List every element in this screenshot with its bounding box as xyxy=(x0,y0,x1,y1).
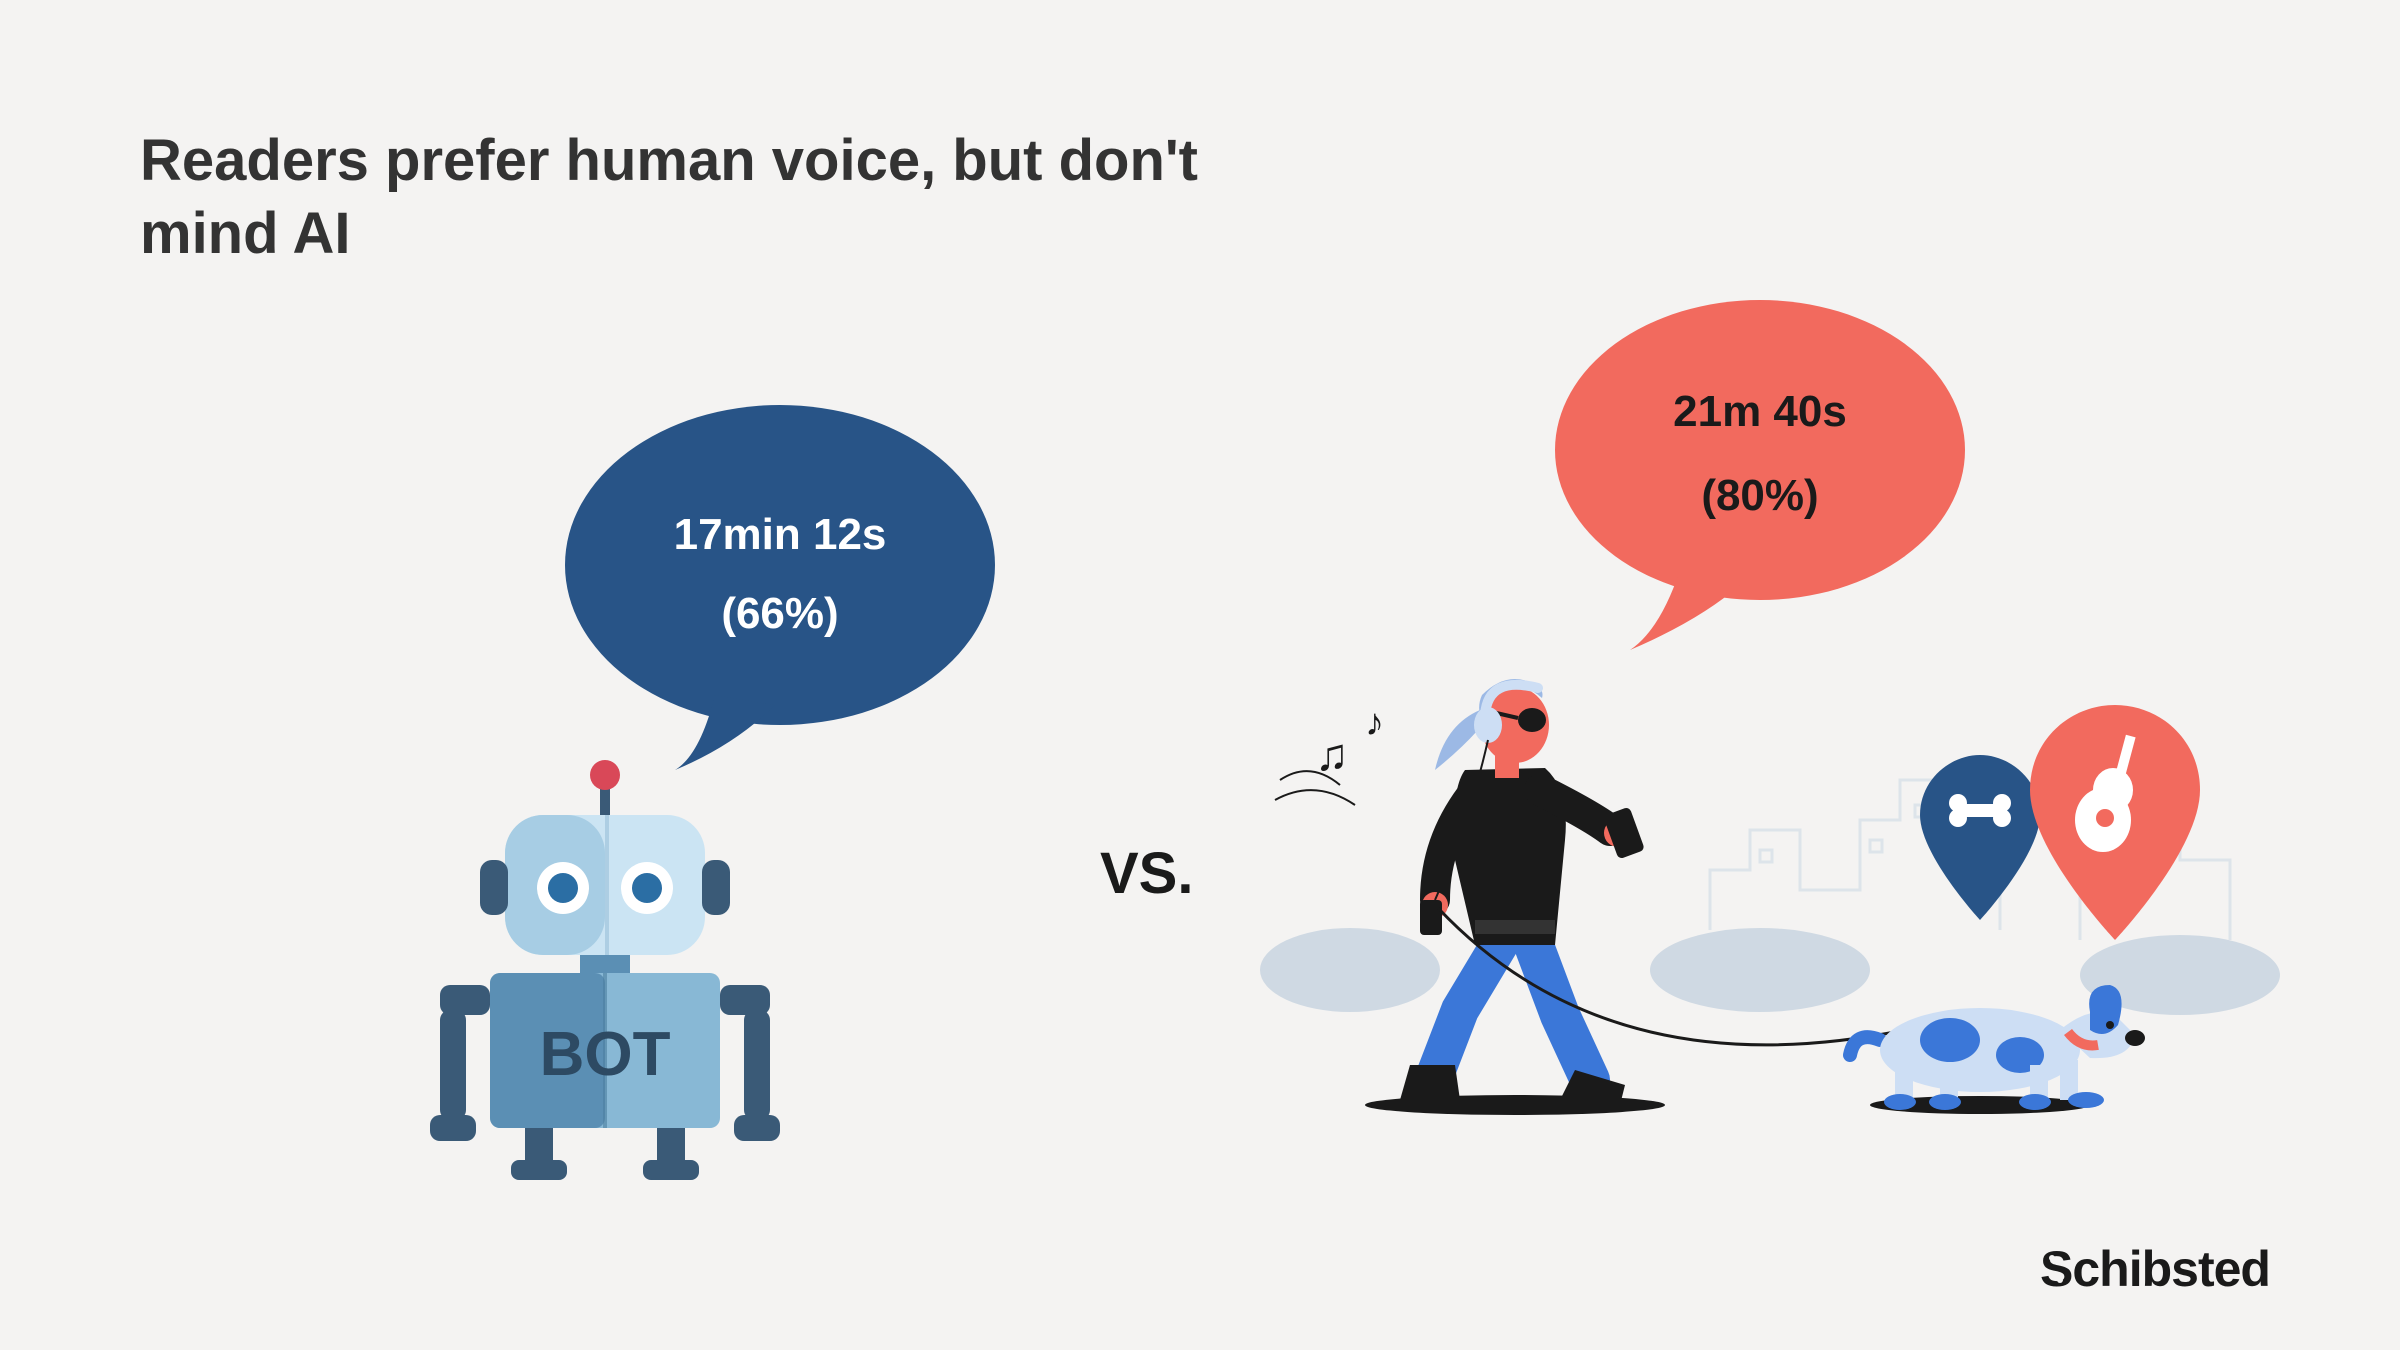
music-notes-icon: ♫ ♪ xyxy=(1275,702,1384,805)
dog-illustration xyxy=(1850,985,2145,1110)
bot-label-text: BOT xyxy=(540,1020,671,1089)
bot-duration: 17min 12s xyxy=(560,495,1000,574)
bot-percent: (66%) xyxy=(560,574,1000,653)
vs-label: VS. xyxy=(1100,840,1194,907)
pin-red-icon xyxy=(2030,705,2200,940)
slide-title: Readers prefer human voice, but don't mi… xyxy=(140,125,1240,270)
pin-blue-icon xyxy=(1920,755,2040,920)
robot-illustration: BOT xyxy=(345,760,865,1180)
human-speech-bubble: 21m 40s (80%) xyxy=(1550,295,1970,660)
svg-text:♪: ♪ xyxy=(1365,702,1384,744)
human-duration: 21m 40s xyxy=(1550,370,1970,454)
bot-speech-bubble: 17min 12s (66%) xyxy=(560,395,1000,780)
brand-logo: Schibsted xyxy=(2040,1237,2310,1300)
svg-text:Schibsted: Schibsted xyxy=(2040,1241,2270,1297)
person-walking xyxy=(1400,679,1645,1105)
human-scene-illustration: ♫ ♪ xyxy=(1260,640,2280,1140)
human-percent: (80%) xyxy=(1550,454,1970,538)
